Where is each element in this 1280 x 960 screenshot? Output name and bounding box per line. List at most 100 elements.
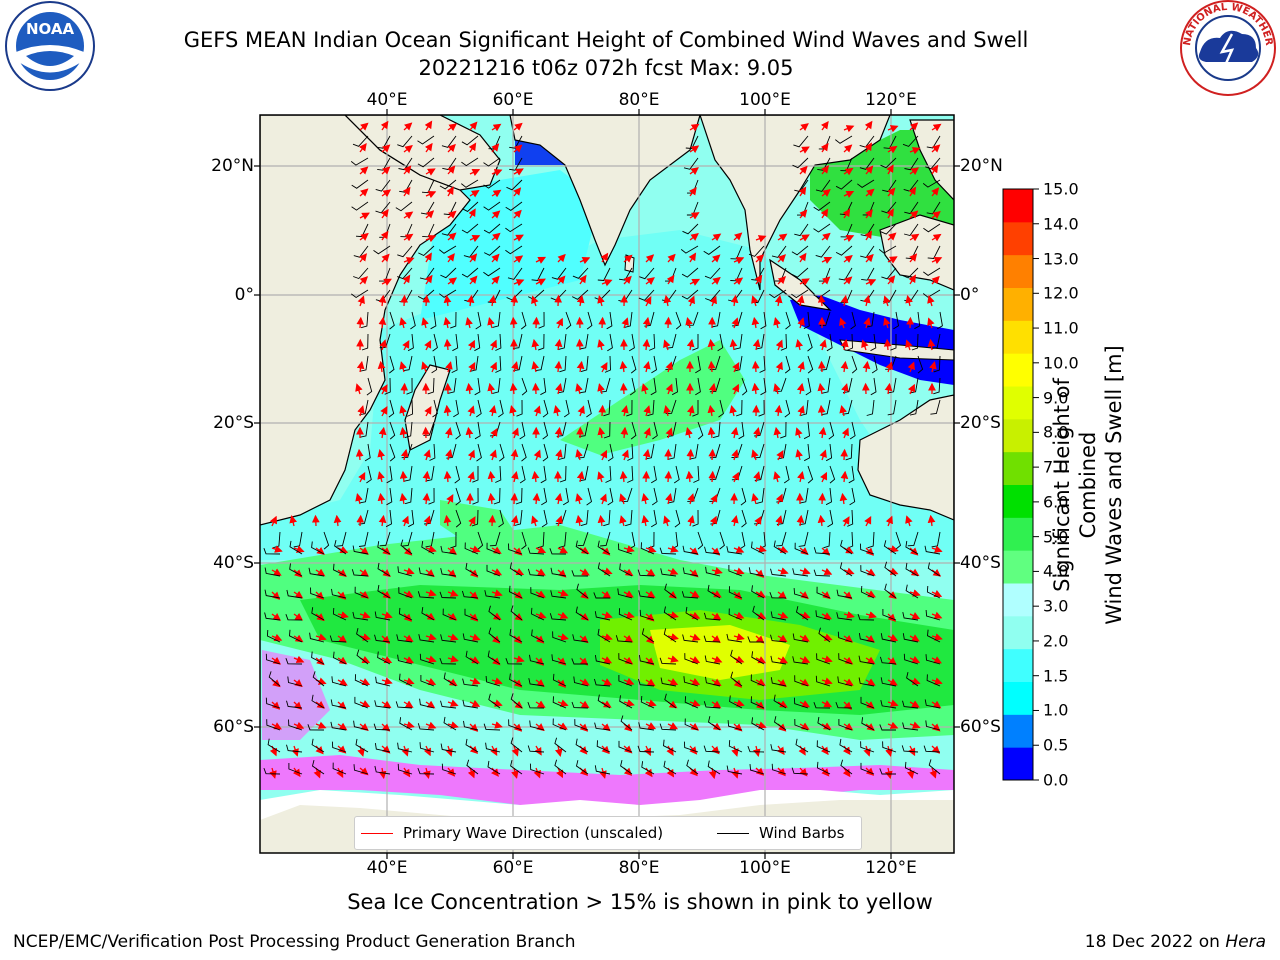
- wave-direction-arrow: [777, 611, 789, 619]
- wind-barb: [638, 590, 655, 599]
- wave-direction-arrow: [487, 470, 496, 483]
- wave-direction-arrow: [909, 700, 920, 708]
- wind-barb: [366, 377, 373, 396]
- wave-direction-arrow: [840, 338, 849, 351]
- wind-barb: [803, 421, 810, 440]
- wave-direction-arrow: [557, 633, 569, 641]
- wind-barb: [353, 764, 369, 775]
- wave-direction-arrow: [491, 143, 500, 153]
- wave-direction-arrow: [842, 208, 851, 219]
- wind-barb: [922, 179, 941, 188]
- wind-barb: [509, 585, 523, 599]
- wave-direction-arrow: [597, 383, 605, 395]
- wind-barb: [430, 311, 437, 330]
- wind-barb: [933, 355, 941, 373]
- wave-direction-arrow: [840, 360, 849, 373]
- wave-direction-arrow: [403, 656, 415, 664]
- wave-direction-arrow: [531, 470, 540, 483]
- wave-direction-arrow: [489, 339, 497, 351]
- wind-barb: [419, 742, 435, 753]
- wave-direction-arrow: [642, 338, 651, 351]
- wave-direction-arrow: [356, 360, 365, 373]
- wind-barb: [558, 443, 567, 460]
- wind-barb: [684, 696, 699, 709]
- wind-barb: [933, 377, 941, 395]
- wind-barb: [884, 561, 897, 577]
- wind-barb: [923, 745, 941, 753]
- wave-direction-arrow: [773, 383, 781, 395]
- wind-barb: [374, 765, 391, 775]
- wind-barb: [842, 399, 853, 415]
- wind-barb: [454, 465, 461, 484]
- wind-barb: [603, 509, 611, 527]
- wind-barb: [815, 179, 831, 192]
- wave-direction-arrow: [776, 450, 784, 461]
- wind-barb: [626, 399, 633, 417]
- wind-barb: [884, 583, 897, 599]
- wave-direction-arrow: [399, 426, 408, 439]
- wave-direction-arrow: [293, 655, 305, 663]
- wave-direction-arrow: [909, 210, 919, 219]
- wind-barb: [542, 399, 549, 418]
- wind-barb: [860, 696, 875, 709]
- wind-barb: [575, 738, 589, 753]
- wave-direction-arrow: [576, 360, 585, 373]
- wind-barb: [529, 763, 545, 775]
- wave-direction-arrow: [886, 164, 894, 175]
- wind-barb: [465, 562, 479, 577]
- colorbar-segment: [1003, 615, 1033, 650]
- wave-direction-arrow: [799, 209, 808, 219]
- wave-direction-arrow: [689, 633, 701, 641]
- wind-barb: [815, 245, 831, 258]
- wind-barb: [879, 724, 896, 731]
- wave-direction-arrow: [511, 745, 519, 757]
- wave-direction-arrow: [931, 275, 940, 285]
- wind-barb: [286, 589, 303, 599]
- wave-direction-arrow: [468, 208, 476, 219]
- wave-direction-arrow: [491, 189, 502, 198]
- wind-barb: [659, 657, 677, 665]
- wave-direction-arrow: [513, 279, 525, 287]
- wind-barb: [813, 547, 831, 555]
- wave-direction-arrow: [443, 338, 452, 351]
- wave-direction-arrow: [422, 294, 431, 307]
- wave-direction-arrow: [491, 169, 503, 177]
- wind-barb: [579, 333, 589, 350]
- wave-direction-arrow: [445, 361, 453, 373]
- wave-direction-arrow: [469, 234, 481, 243]
- wave-direction-arrow: [578, 274, 587, 285]
- wind-barb: [674, 509, 681, 528]
- colorbar-segment: [1003, 353, 1033, 387]
- wind-barb: [530, 607, 545, 621]
- wind-barb: [730, 649, 743, 665]
- wave-direction-arrow: [601, 567, 613, 575]
- wind-barb: [703, 745, 721, 753]
- wave-direction-arrow: [667, 611, 679, 619]
- wave-direction-arrow: [381, 656, 393, 664]
- wind-barb: [462, 699, 479, 709]
- wave-direction-arrow: [821, 612, 832, 620]
- wind-barb: [905, 562, 919, 577]
- wave-direction-arrow: [337, 678, 348, 686]
- arabia-land: [344, 115, 501, 191]
- wave-direction-arrow: [641, 383, 649, 395]
- wind-barb: [751, 651, 765, 665]
- wave-direction-arrow: [667, 678, 679, 686]
- wave-direction-arrow: [755, 545, 767, 553]
- wave-direction-arrow: [905, 339, 913, 351]
- wave-direction-arrow: [751, 316, 760, 329]
- footer-date-text: 18 Dec 2022 on: [1084, 932, 1226, 952]
- wind-barb: [476, 399, 482, 418]
- wind-barb: [515, 487, 523, 505]
- wind-barb: [747, 745, 765, 753]
- wave-direction-arrow: [447, 678, 458, 686]
- wave-direction-arrow: [535, 679, 545, 688]
- wave-direction-arrow: [909, 612, 921, 620]
- wave-direction-arrow: [842, 516, 850, 527]
- wave-direction-arrow: [687, 515, 695, 527]
- wave-direction-arrow: [509, 382, 518, 395]
- wave-direction-arrow: [468, 516, 476, 527]
- noaa-logo-text: NOAA: [26, 20, 75, 38]
- wave-direction-arrow: [887, 721, 899, 729]
- wind-barb: [530, 587, 545, 599]
